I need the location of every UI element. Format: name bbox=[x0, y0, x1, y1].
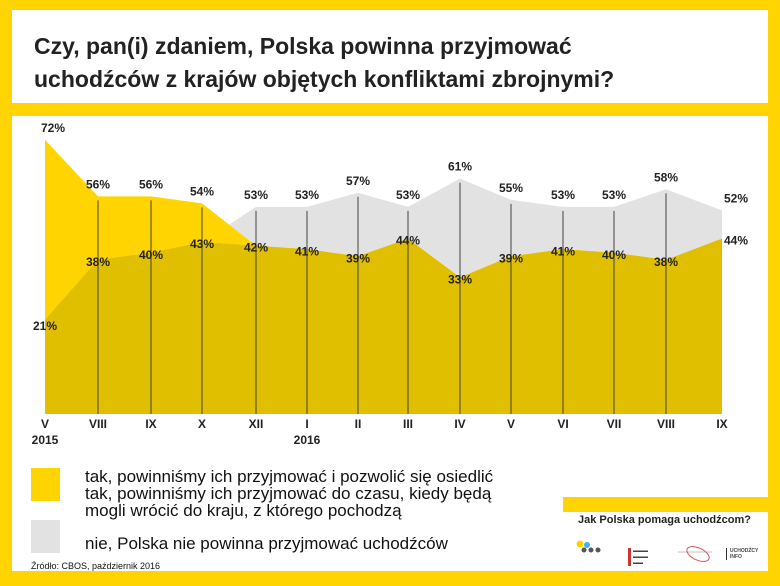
legend-line: tak, powinniśmy ich przyjmować i pozwoli… bbox=[85, 467, 494, 486]
source-note: Źródło: CBOS, październik 2016 bbox=[31, 561, 161, 571]
logo-masz-prawo-wiedziec bbox=[576, 540, 616, 556]
legend-line: nie, Polska nie powinna przyjmować uchod… bbox=[85, 534, 448, 553]
x-tick-label: XII bbox=[249, 417, 264, 431]
data-label: 44% bbox=[724, 234, 748, 248]
area-overlap bbox=[45, 238, 722, 414]
year-label: 2016 bbox=[294, 433, 321, 447]
data-label: 33% bbox=[448, 273, 472, 287]
year-label: 2015 bbox=[32, 433, 59, 447]
data-label: 53% bbox=[396, 188, 420, 202]
data-label: 52% bbox=[724, 191, 748, 205]
data-label: 44% bbox=[396, 234, 420, 248]
x-tick-label: VIII bbox=[89, 417, 107, 431]
yellow-divider bbox=[563, 497, 768, 512]
x-tick-label: X bbox=[198, 417, 206, 431]
x-tick-label: V bbox=[507, 417, 515, 431]
data-label: 61% bbox=[448, 160, 472, 174]
data-label: 39% bbox=[499, 251, 523, 265]
data-label: 42% bbox=[244, 241, 268, 255]
data-label: 53% bbox=[602, 188, 626, 202]
data-label: 38% bbox=[654, 255, 678, 269]
chart-title: Czy, pan(i) zdaniem, Polska powinna przy… bbox=[34, 30, 614, 96]
x-tick-label: III bbox=[403, 417, 413, 431]
data-label: 57% bbox=[346, 174, 370, 188]
x-tick-label: VII bbox=[607, 417, 622, 431]
data-label: 21% bbox=[33, 319, 57, 333]
legend-label-no: nie, Polska nie powinna przyjmować uchod… bbox=[85, 535, 448, 552]
logo-uchodzcy-info: UCHODŹCY INFO bbox=[726, 548, 758, 560]
x-tick-label: VI bbox=[557, 417, 568, 431]
data-label: 55% bbox=[499, 181, 523, 195]
people-icon bbox=[576, 540, 601, 553]
legend-swatch-yes bbox=[31, 468, 60, 501]
data-label: 40% bbox=[139, 248, 163, 262]
legend-line: mogli wrócić do kraju, z którego pochodz… bbox=[85, 501, 402, 520]
logo-fundacja bbox=[678, 545, 718, 565]
logo-sip: ▬▬▬ ▬▬▬ ▬▬ bbox=[628, 548, 648, 566]
legend-line: tak, powinniśmy ich przyjmować do czasu,… bbox=[85, 484, 492, 503]
data-label: 56% bbox=[86, 177, 110, 191]
data-label: 40% bbox=[602, 248, 626, 262]
title-line-1: Czy, pan(i) zdaniem, Polska powinna przy… bbox=[34, 33, 572, 59]
x-tick-label: IV bbox=[454, 417, 465, 431]
globe-icon bbox=[678, 546, 712, 562]
data-label: 39% bbox=[346, 251, 370, 265]
x-tick-label: V bbox=[41, 417, 49, 431]
partners-title: Jak Polska pomaga uchodźcom? bbox=[578, 514, 751, 526]
data-label: 41% bbox=[551, 244, 575, 258]
data-label: 72% bbox=[41, 121, 65, 135]
data-label: 56% bbox=[139, 177, 163, 191]
data-label: 53% bbox=[244, 188, 268, 202]
title-line-2: uchodźców z krajów objętych konfliktami … bbox=[34, 66, 615, 92]
legend-label-yes: tak, powinniśmy ich przyjmować i pozwoli… bbox=[85, 468, 493, 519]
area-chart: 72%21%V56%38%VIII56%40%IX54%43%X53%42%XI… bbox=[32, 121, 749, 447]
x-tick-label: I bbox=[305, 417, 308, 431]
data-label: 41% bbox=[295, 244, 319, 258]
data-label: 58% bbox=[654, 170, 678, 184]
title-panel: Czy, pan(i) zdaniem, Polska powinna przy… bbox=[12, 10, 768, 103]
x-tick-label: VIII bbox=[657, 417, 675, 431]
data-label: 53% bbox=[551, 188, 575, 202]
data-label: 43% bbox=[190, 237, 214, 251]
data-label: 54% bbox=[190, 184, 214, 198]
x-tick-label: IX bbox=[716, 417, 727, 431]
x-tick-label: II bbox=[355, 417, 362, 431]
data-label: 53% bbox=[295, 188, 319, 202]
data-label: 38% bbox=[86, 255, 110, 269]
legend-swatch-no bbox=[31, 520, 60, 553]
x-tick-label: IX bbox=[145, 417, 156, 431]
